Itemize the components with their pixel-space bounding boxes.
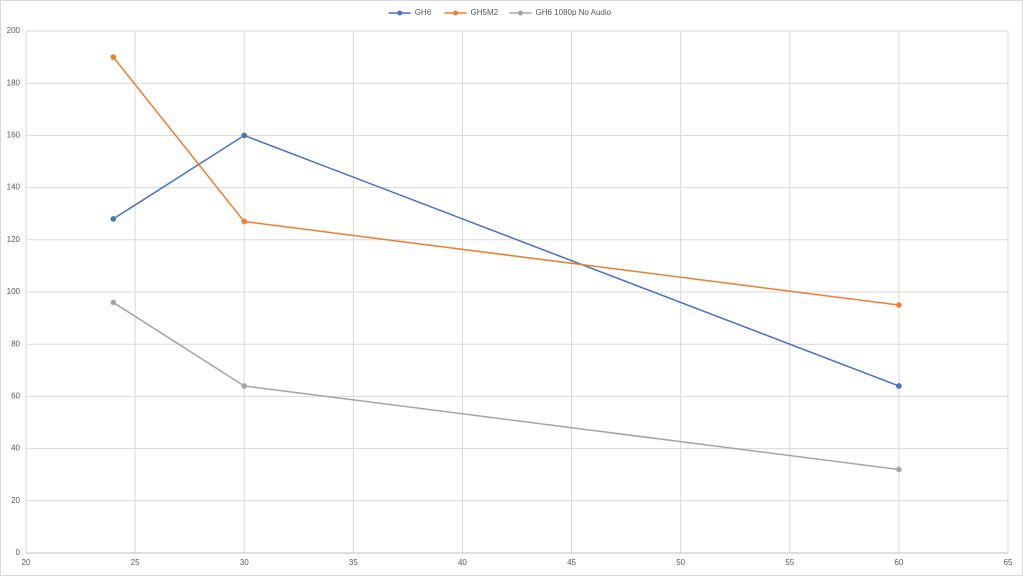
x-tick-label: 55 bbox=[785, 558, 794, 567]
y-tick-label: 160 bbox=[7, 131, 21, 140]
x-tick-label: 35 bbox=[349, 558, 358, 567]
y-tick-label: 120 bbox=[7, 235, 21, 244]
x-tick-label: 20 bbox=[22, 558, 31, 567]
y-tick-label: 100 bbox=[7, 287, 21, 296]
legend-label: GH6 1080p No Audio bbox=[536, 8, 612, 17]
point bbox=[241, 383, 248, 389]
x-tick-label: 30 bbox=[240, 558, 249, 567]
point bbox=[896, 466, 902, 473]
y-tick-label: 80 bbox=[11, 339, 20, 348]
legend-label: GH6 bbox=[415, 8, 432, 17]
x-tick-label: 40 bbox=[458, 558, 467, 567]
y-tick-label: 140 bbox=[7, 183, 21, 192]
x-tick-label: 45 bbox=[567, 558, 576, 567]
legend-label: GH5M2 bbox=[471, 8, 499, 17]
legend-marker bbox=[397, 10, 403, 16]
legend-marker bbox=[518, 10, 523, 16]
point bbox=[896, 302, 902, 308]
point bbox=[110, 54, 117, 60]
x-tick-label: 60 bbox=[894, 558, 903, 567]
y-tick-label: 20 bbox=[11, 496, 20, 505]
x-tick-label: 65 bbox=[1004, 558, 1013, 567]
x-tick-label: 50 bbox=[676, 558, 685, 567]
legend-marker bbox=[453, 10, 458, 16]
y-tick-label: 60 bbox=[11, 392, 20, 401]
y-tick-label: 180 bbox=[7, 78, 21, 87]
y-tick-label: 0 bbox=[16, 548, 21, 557]
point bbox=[896, 383, 902, 389]
point bbox=[110, 216, 117, 222]
y-tick-label: 200 bbox=[7, 26, 21, 35]
point bbox=[110, 299, 117, 306]
x-tick-label: 25 bbox=[131, 558, 140, 567]
y-tick-label: 40 bbox=[11, 444, 20, 453]
point bbox=[241, 132, 248, 139]
point bbox=[241, 218, 248, 225]
